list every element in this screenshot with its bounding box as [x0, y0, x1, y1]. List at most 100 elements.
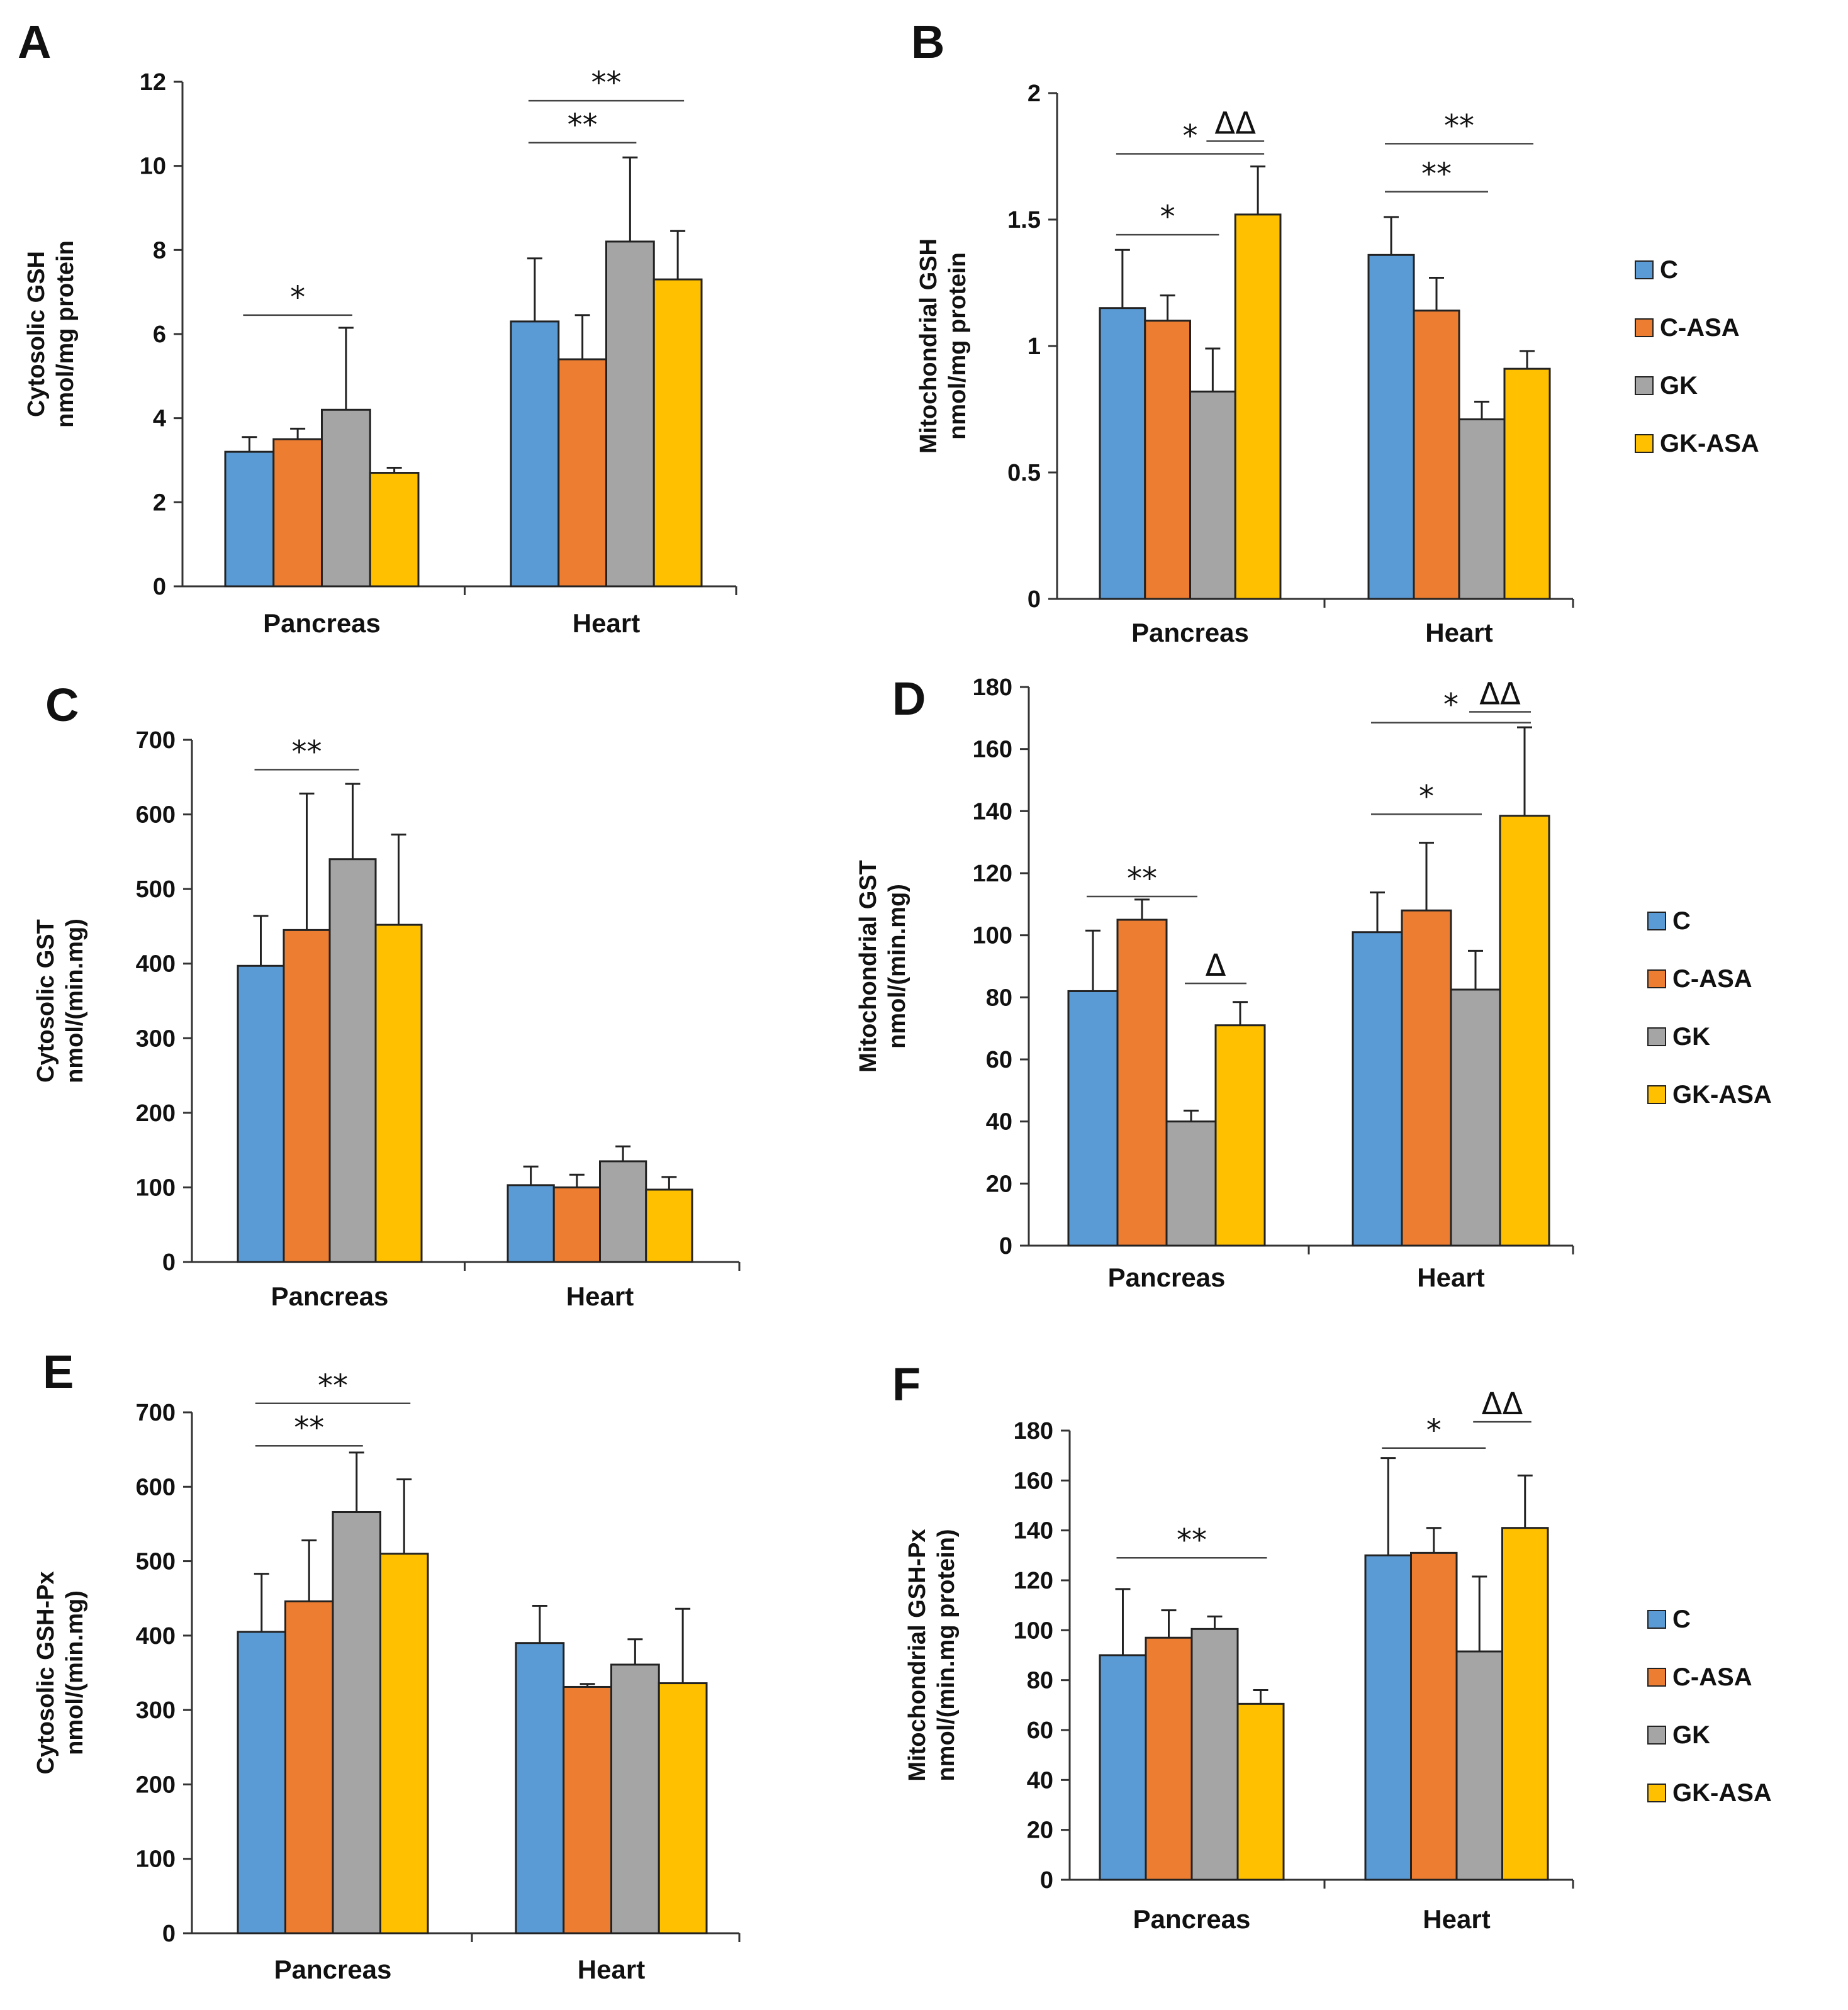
legend-f: C C-ASA GK GK-ASA	[1647, 1590, 1772, 1822]
panel-f-y-tick-label: 180	[1014, 1418, 1053, 1444]
panel-c-bar-c	[507, 1184, 555, 1263]
legend-swatch-c	[1635, 260, 1654, 279]
panel-d-category-label: Pancreas	[1108, 1263, 1226, 1292]
panel-b-bar-gk-asa	[1234, 213, 1282, 600]
legend-label-c: C	[1672, 1605, 1691, 1633]
panel-e-bar-c-asa	[284, 1600, 334, 1935]
panel-a-y-tick-label: 4	[153, 406, 166, 432]
panel-b-significance-label: **	[1421, 157, 1452, 192]
legend-swatch-gk-asa	[1647, 1784, 1666, 1802]
legend-item-gk: GK	[1635, 357, 1759, 415]
panel-f-bar-gk	[1190, 1628, 1239, 1881]
panel-a-y-axis-label: Cytosolic GSH	[23, 251, 50, 417]
panel-f-y-tick-label: 80	[1027, 1668, 1053, 1694]
legend-item-gk-asa: GK-ASA	[1647, 1066, 1772, 1124]
panel-a-bar-c	[510, 320, 560, 588]
legend-swatch-gk	[1647, 1726, 1666, 1745]
panel-c-category-label: Pancreas	[271, 1281, 389, 1311]
panel-d-y-tick-label: 60	[986, 1047, 1012, 1073]
panel-f-bar-c	[1364, 1554, 1412, 1881]
panel-d-bar-c	[1352, 931, 1403, 1247]
panel-c-significance-label: **	[292, 734, 322, 769]
panel-c-y-tick-label: 200	[136, 1100, 176, 1127]
legend-item-c: C	[1647, 1590, 1772, 1648]
panel-a-y-tick-label: 2	[153, 489, 166, 516]
panel-d-bar-gk-asa	[1499, 815, 1550, 1247]
legend-label-gk-asa: GK-ASA	[1672, 1778, 1772, 1807]
legend-label-gk: GK	[1672, 1721, 1710, 1749]
panel-f-y-tick-label: 160	[1014, 1468, 1053, 1494]
panel-f-category-label: Pancreas	[1133, 1904, 1251, 1934]
panel-b-significance-label: ΔΔ	[1214, 106, 1256, 141]
panel-a-y-tick-label: 10	[140, 154, 166, 180]
panel-a-y-tick-label: 8	[153, 237, 166, 264]
panel-b-significance-label: *	[1183, 118, 1198, 154]
panel-d-y-tick-label: 180	[973, 674, 1012, 701]
panel-c-bar-gk-asa	[645, 1188, 693, 1263]
legend-d: C C-ASA GK GK-ASA	[1647, 892, 1772, 1124]
panel-f-y-tick-label: 120	[1014, 1568, 1053, 1594]
panel-f-y-axis-label: nmol/(min.mg protein)	[933, 1529, 960, 1781]
panel-e-y-tick-label: 100	[136, 1846, 176, 1873]
legend-item-c-asa: C-ASA	[1647, 1648, 1772, 1706]
panel-d-significance-label: *	[1419, 779, 1434, 814]
legend-swatch-gk	[1647, 1027, 1666, 1046]
panel-a-bar-gk-asa	[652, 278, 703, 588]
panel-b-y-tick-label: 2	[1028, 81, 1041, 107]
panel-b-bar-c-asa	[1144, 320, 1191, 600]
panel-a-y-tick-label: 0	[153, 574, 166, 600]
panel-d-y-axis-label: nmol/(min.mg)	[884, 884, 910, 1049]
panel-a-significance-label: **	[591, 65, 622, 101]
panel-a-significance-label: **	[568, 108, 598, 143]
panel-e-category-label: Heart	[578, 1955, 645, 1984]
panel-e-y-tick-label: 500	[136, 1549, 176, 1575]
panel-a-y-tick-label: 6	[153, 321, 166, 348]
panel-b-y-tick-label: 0.5	[1007, 460, 1041, 486]
panel-d-bar-c-asa	[1116, 918, 1168, 1247]
panel-f-y-tick-label: 20	[1027, 1817, 1053, 1844]
panel-d-y-tick-label: 40	[986, 1109, 1012, 1136]
legend-item-c: C	[1635, 241, 1759, 299]
panel-e-y-tick-label: 200	[136, 1772, 176, 1798]
legend-label-c-asa: C-ASA	[1660, 313, 1740, 342]
panel-f-y-tick-label: 100	[1014, 1617, 1053, 1644]
legend-label-gk-asa: GK-ASA	[1660, 429, 1759, 457]
panel-b-y-axis-label: Mitochondrial GSH	[916, 238, 942, 454]
panel-f-bar-gk-asa	[1236, 1702, 1285, 1881]
legend-swatch-c	[1647, 1610, 1666, 1629]
panel-e-y-tick-label: 0	[162, 1921, 176, 1947]
panel-c-bar-gk	[328, 858, 377, 1263]
legend-swatch-gk-asa	[1647, 1085, 1666, 1104]
panel-f-y-tick-label: 140	[1014, 1518, 1053, 1544]
panel-d-significance-label: Δ	[1206, 948, 1226, 983]
legend-item-c-asa: C-ASA	[1647, 950, 1772, 1008]
panel-d-y-tick-label: 20	[986, 1171, 1012, 1197]
panel-d-y-tick-label: 140	[973, 798, 1012, 825]
panel-c-bar-gk-asa	[374, 924, 423, 1263]
panel-f-bar-gk-asa	[1501, 1527, 1549, 1881]
panel-b-y-tick-label: 0	[1028, 586, 1041, 613]
legend-swatch-c-asa	[1635, 318, 1654, 337]
panel-a-y-axis-label: nmol/mg protein	[52, 240, 79, 428]
panel-d-bar-c	[1067, 990, 1119, 1247]
panel-c-category-label: Heart	[566, 1281, 634, 1311]
panel-f-y-tick-label: 40	[1027, 1767, 1053, 1794]
panel-b-category-label: Pancreas	[1131, 618, 1249, 647]
panel-e-significance-label: **	[318, 1368, 348, 1404]
panel-f-y-tick-label: 60	[1027, 1717, 1053, 1744]
panel-e-y-tick-label: 400	[136, 1623, 176, 1650]
legend-swatch-gk	[1635, 376, 1654, 395]
legend-label-c: C	[1660, 255, 1678, 284]
panel-label-f: F	[892, 1358, 921, 1410]
panel-d-significance-label: **	[1127, 861, 1157, 896]
panel-f-bar-c-asa	[1145, 1636, 1193, 1881]
panel-b-bar-c	[1367, 254, 1415, 600]
panel-c-y-tick-label: 400	[136, 951, 176, 978]
panel-e-bar-c	[237, 1631, 286, 1935]
panel-f-bar-c	[1099, 1654, 1147, 1881]
panel-b-bar-gk	[1189, 390, 1236, 600]
panel-b-y-tick-label: 1	[1028, 333, 1041, 360]
legend-item-c-asa: C-ASA	[1635, 299, 1759, 357]
